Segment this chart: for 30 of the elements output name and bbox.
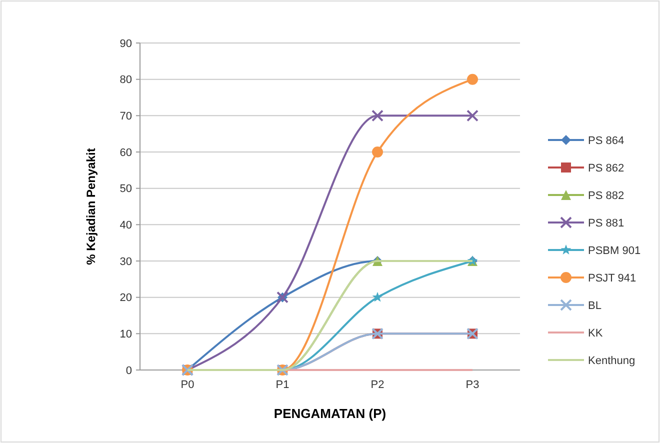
- y-tick-label: 30: [120, 256, 132, 268]
- point: [372, 146, 383, 158]
- legend-label: Kenthung: [588, 354, 636, 367]
- legend-label: PS 881: [588, 217, 624, 230]
- x-axis-title: PENGAMATAN (P): [274, 406, 386, 421]
- y-tick-label: 10: [120, 328, 132, 341]
- y-tick-label: 20: [120, 292, 132, 304]
- legend-label: PS 882: [588, 190, 624, 202]
- legend-label: PSJT 941: [588, 272, 636, 284]
- point: [372, 110, 384, 122]
- legend-label: PSBM 901: [588, 244, 641, 257]
- legend-label: PS 864: [588, 134, 624, 147]
- y-tick-label: 40: [120, 220, 132, 232]
- x-tick-label: P1: [276, 379, 290, 391]
- x-tick-label: P3: [466, 379, 480, 391]
- x-tick-label: P0: [180, 379, 194, 391]
- y-tick-label: 0: [126, 364, 132, 377]
- y-tick-label: 80: [120, 74, 132, 86]
- y-tick-label: 90: [120, 38, 132, 50]
- y-tick-label: 60: [120, 146, 132, 159]
- point: [466, 110, 478, 122]
- y-tick-label: 70: [120, 110, 132, 123]
- x-tick-label: P2: [370, 379, 384, 391]
- y-tick-label: 50: [120, 183, 132, 196]
- legend-label: KK: [588, 327, 604, 340]
- point: [372, 292, 383, 302]
- y-axis-title: % Kejadian Penyakit: [84, 148, 98, 265]
- legend-label: BL: [588, 300, 602, 312]
- point: [467, 74, 478, 85]
- legend-label: PS 862: [588, 162, 624, 174]
